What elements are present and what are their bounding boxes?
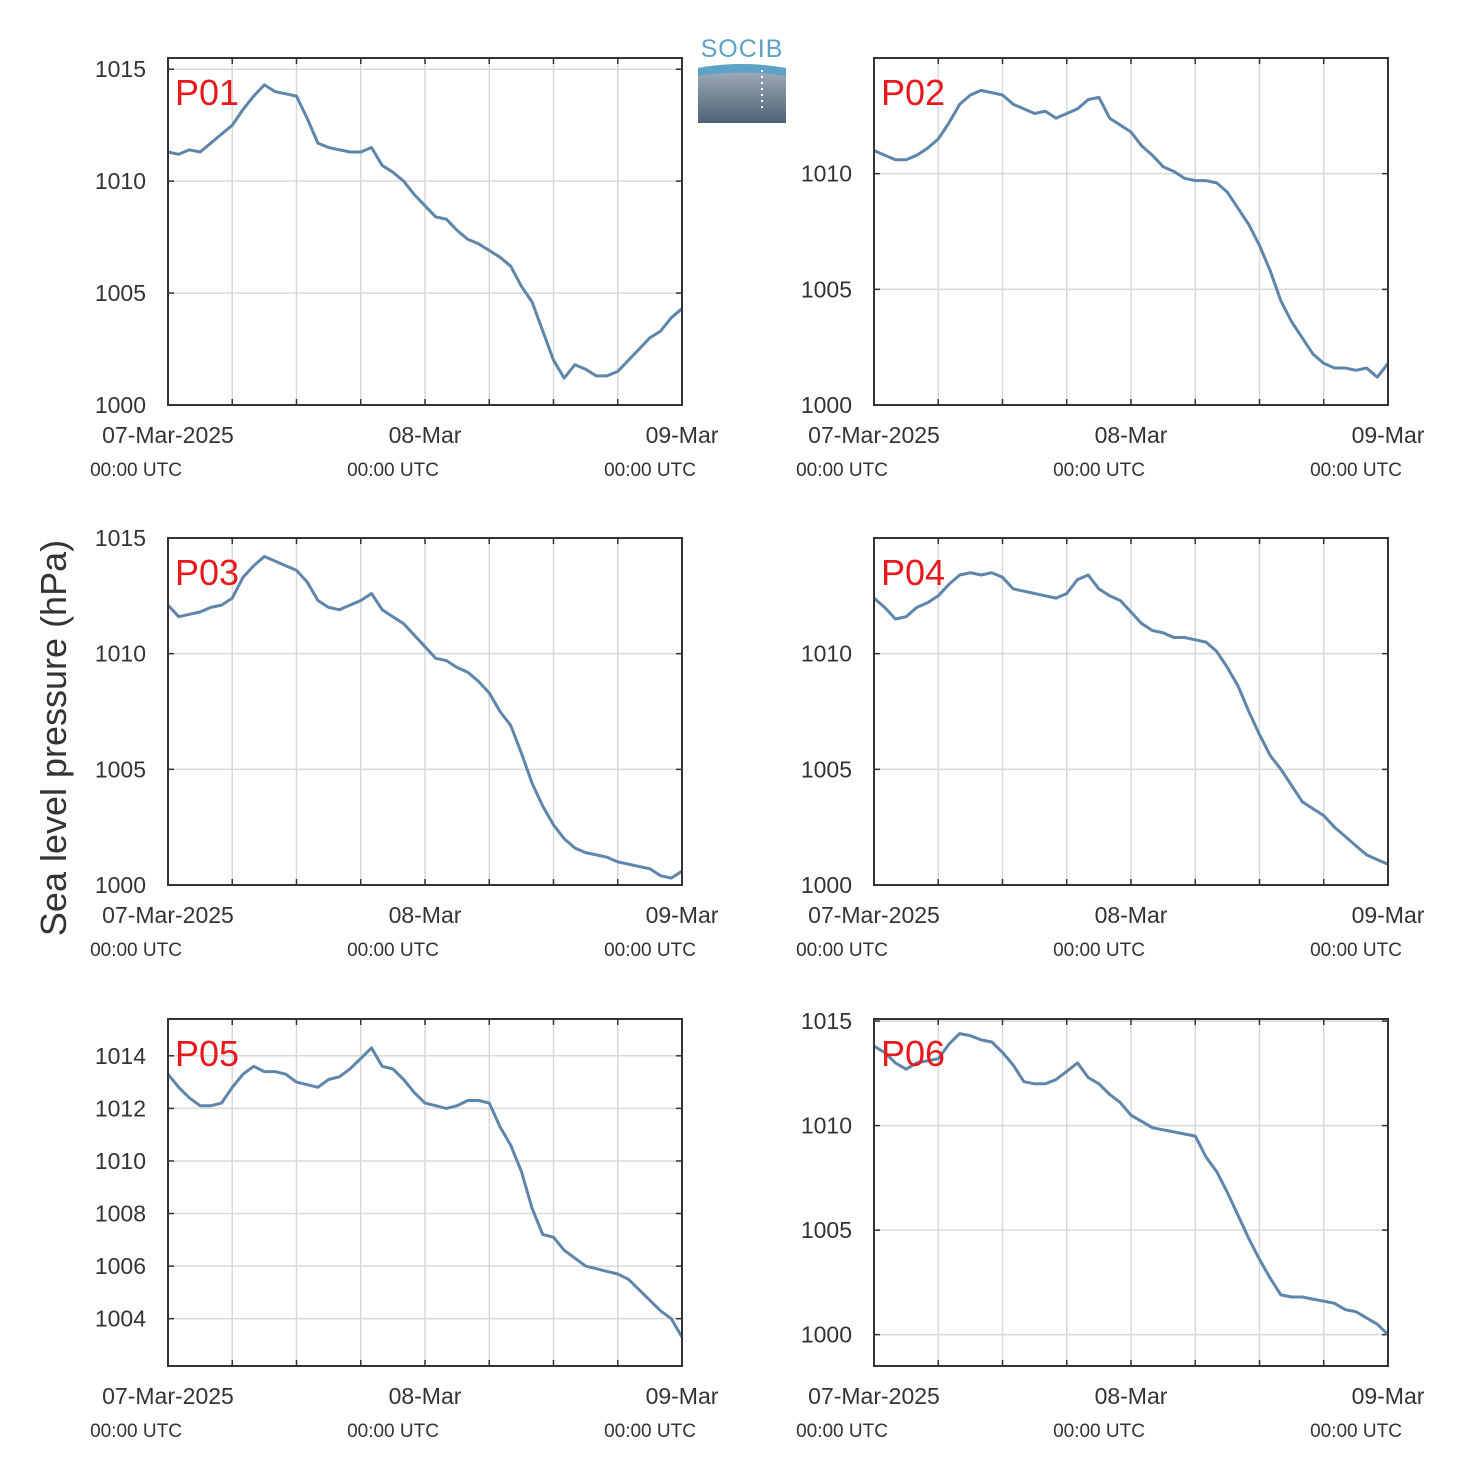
x-tick-date-label: 08-Mar — [1095, 902, 1168, 928]
chart-panel-p04: 1000 1005 1010 P04 07-Mar-2025 00:00 UTC 08-Ma… — [796, 537, 1425, 961]
x-tick-date-label: 09-Mar — [1352, 902, 1425, 928]
x-tick-time-label: 00:00 UTC — [90, 1421, 182, 1442]
y-tick-label: 1000 — [95, 392, 146, 418]
x-tick-date-label: 07-Mar-2025 — [102, 1383, 234, 1409]
y-tick-label: 1000 — [95, 872, 146, 898]
x-tick-date-label: 08-Mar — [389, 422, 462, 448]
x-tick-time-label: 00:00 UTC — [1053, 940, 1145, 961]
y-tick-label: 1010 — [801, 641, 852, 667]
panel-label: P02 — [881, 72, 945, 113]
y-tick-label: 1015 — [95, 525, 146, 551]
panel-label: P04 — [881, 552, 945, 593]
chart-panel-p03: 1000 1005 1010 1015 P03 07-Mar-2025 00:00 UTC 0… — [90, 525, 719, 961]
x-tick-time-label: 00:00 UTC — [347, 460, 439, 481]
plot-frame — [873, 537, 1389, 886]
y-tick-label: 1010 — [95, 1148, 146, 1174]
x-tick-date-label: 09-Mar — [646, 902, 719, 928]
panel-label: P03 — [175, 552, 239, 593]
x-tick-date-label: 08-Mar — [1095, 422, 1168, 448]
x-tick-date-label: 09-Mar — [646, 1383, 719, 1409]
x-tick-time-label: 00:00 UTC — [1310, 460, 1402, 481]
y-tick-label: 1005 — [801, 756, 852, 782]
x-tick-date-label: 07-Mar-2025 — [808, 902, 940, 928]
plot-frame — [167, 1018, 683, 1367]
x-tick-date-label: 09-Mar — [1352, 422, 1425, 448]
y-tick-label: 1000 — [801, 872, 852, 898]
y-tick-label: 1000 — [801, 1322, 852, 1348]
panel-label: P01 — [175, 72, 239, 113]
plot-frame — [873, 1018, 1389, 1367]
pressure-series-line — [873, 1032, 1390, 1336]
plot-frame — [167, 57, 683, 406]
y-axis-label: Sea level pressure (hPa) — [33, 540, 74, 936]
x-tick-date-label: 07-Mar-2025 — [808, 422, 940, 448]
pressure-series-line — [166, 555, 683, 880]
x-tick-date-label: 07-Mar-2025 — [102, 902, 234, 928]
x-tick-date-label: 09-Mar — [646, 422, 719, 448]
x-tick-date-label: 08-Mar — [389, 1383, 462, 1409]
x-tick-time-label: 00:00 UTC — [604, 1421, 696, 1442]
x-tick-date-label: 08-Mar — [1095, 1383, 1168, 1409]
x-tick-time-label: 00:00 UTC — [796, 460, 888, 481]
chart-panels: 1000 1005 1010 1015 P01 07-Mar-2025 00:00 UTC 0… — [90, 56, 1425, 1442]
y-tick-label: 1015 — [95, 56, 146, 82]
socib-logo: SOCIB — [698, 35, 786, 123]
x-tick-time-label: 00:00 UTC — [1310, 940, 1402, 961]
x-tick-time-label: 00:00 UTC — [604, 460, 696, 481]
y-tick-label: 1015 — [801, 1008, 852, 1034]
socib-logo-text: SOCIB — [701, 35, 784, 63]
x-tick-time-label: 00:00 UTC — [347, 1421, 439, 1442]
x-tick-date-label: 08-Mar — [389, 902, 462, 928]
panel-label: P05 — [175, 1033, 239, 1074]
panel-label: P06 — [881, 1033, 945, 1074]
y-tick-label: 1000 — [801, 392, 852, 418]
chart-panel-p05: 1004 1006 1008 1010 1012 1014 P05 07-Mar-2025 00… — [90, 1018, 719, 1442]
x-tick-time-label: 00:00 UTC — [1053, 460, 1145, 481]
pressure-series-line — [873, 88, 1390, 379]
plot-frame — [167, 537, 683, 886]
chart-panel-p01: 1000 1005 1010 1015 P01 07-Mar-2025 00:00 UTC 0… — [90, 56, 719, 481]
y-tick-label: 1010 — [801, 161, 852, 187]
x-tick-time-label: 00:00 UTC — [1310, 1421, 1402, 1442]
x-tick-date-label: 07-Mar-2025 — [808, 1383, 940, 1409]
y-tick-label: 1005 — [801, 276, 852, 302]
chart-panel-p02: 1000 1005 1010 P02 07-Mar-2025 00:00 UTC 08-Ma… — [796, 57, 1425, 481]
pressure-series-line — [873, 571, 1389, 866]
pressure-series-line — [166, 1046, 684, 1338]
y-tick-label: 1005 — [95, 280, 146, 306]
x-tick-time-label: 00:00 UTC — [1053, 1421, 1145, 1442]
y-tick-label: 1005 — [95, 756, 146, 782]
socib-logo-wave-icon — [698, 64, 786, 123]
y-tick-label: 1005 — [801, 1217, 852, 1243]
y-tick-label: 1004 — [95, 1306, 146, 1332]
y-tick-label: 1012 — [95, 1095, 146, 1121]
x-tick-date-label: 09-Mar — [1352, 1383, 1425, 1409]
x-tick-date-label: 07-Mar-2025 — [102, 422, 234, 448]
x-tick-time-label: 00:00 UTC — [604, 940, 696, 961]
x-tick-time-label: 00:00 UTC — [90, 940, 182, 961]
plot-frame — [873, 57, 1389, 406]
y-tick-label: 1010 — [801, 1113, 852, 1139]
y-tick-label: 1006 — [95, 1253, 146, 1279]
y-tick-label: 1010 — [95, 168, 146, 194]
x-tick-time-label: 00:00 UTC — [796, 940, 888, 961]
y-tick-label: 1010 — [95, 641, 146, 667]
x-tick-time-label: 00:00 UTC — [347, 940, 439, 961]
x-tick-time-label: 00:00 UTC — [796, 1421, 888, 1442]
x-tick-time-label: 00:00 UTC — [90, 460, 182, 481]
socib-logo-sea-icon — [698, 64, 786, 76]
y-tick-label: 1008 — [95, 1201, 146, 1227]
chart-panel-p06: 1000 1005 1010 1015 P06 07-Mar-2025 00:00 UTC 0… — [796, 1008, 1425, 1442]
y-tick-label: 1014 — [95, 1043, 146, 1069]
pressure-series-line — [167, 83, 683, 380]
